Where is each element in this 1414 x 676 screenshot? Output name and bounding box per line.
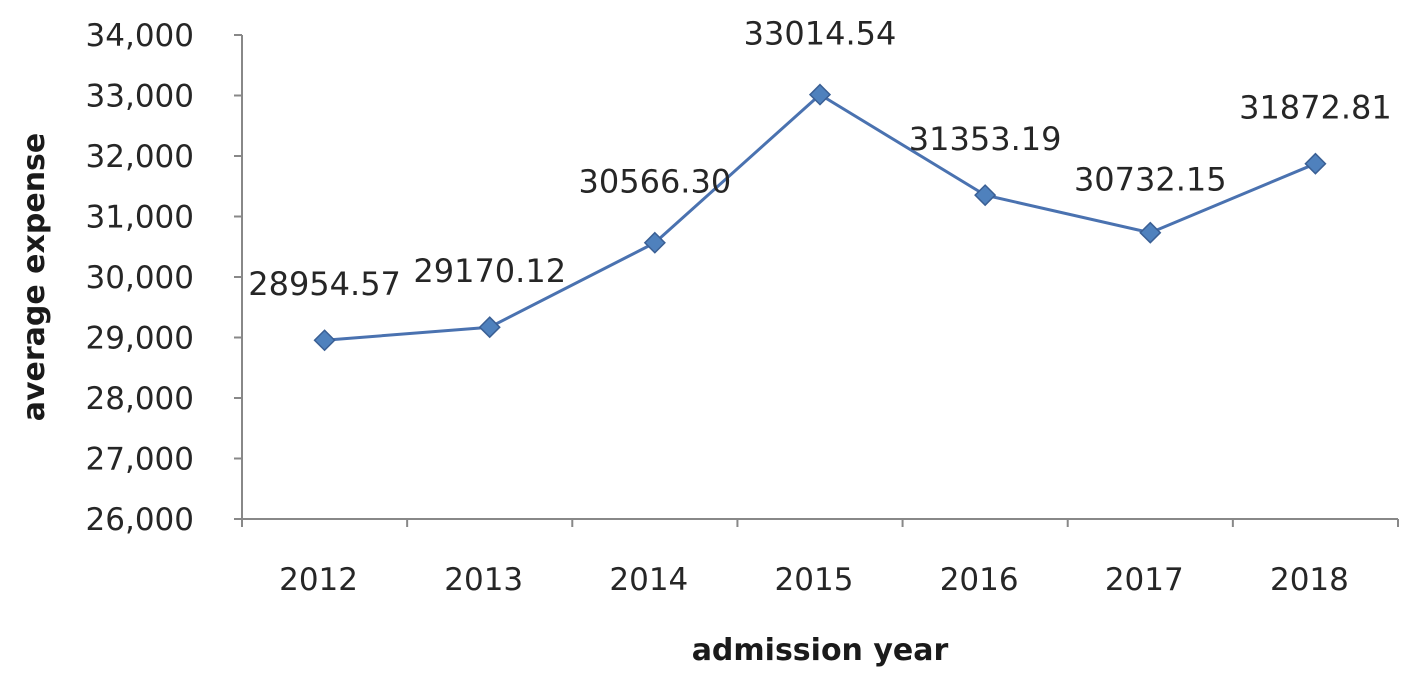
data-label: 28954.57 [248, 265, 401, 303]
x-tick-label: 2018 [1270, 562, 1349, 598]
data-point-marker [643, 231, 666, 254]
x-tick-label: 2013 [444, 562, 523, 598]
data-label: 29170.12 [413, 252, 566, 290]
series-line [324, 93, 1317, 342]
y-tick-label: 34,000 [86, 18, 194, 54]
y-tick-label: 29,000 [86, 321, 194, 357]
data-point-marker [478, 316, 501, 339]
x-tick-label: 2016 [940, 562, 1019, 598]
data-label: 30732.15 [1074, 161, 1227, 199]
x-tick-label: 2012 [279, 562, 358, 598]
data-point-marker [1304, 152, 1327, 175]
y-tick-label: 32,000 [86, 139, 194, 175]
y-tick-label: 26,000 [86, 502, 194, 538]
data-point-marker [974, 184, 997, 207]
data-point-marker [1139, 221, 1162, 244]
x-tick-label: 2015 [775, 562, 854, 598]
y-tick-label: 30,000 [86, 260, 194, 296]
data-label: 33014.54 [744, 15, 897, 53]
data-labels: 28954.57 29170.12 30566.30 33014.54 31353.19… [248, 15, 1392, 304]
y-tick-label: 28,000 [86, 381, 194, 417]
x-axis-title: admission year [692, 633, 949, 668]
x-tick-label: 2014 [609, 562, 688, 598]
y-tick-label: 27,000 [86, 442, 194, 478]
data-point-marker [313, 329, 336, 352]
y-tick-label: 31,000 [86, 200, 194, 236]
data-label: 31353.19 [909, 120, 1062, 158]
y-ticks: 26,000 27,000 28,000 29,000 30,000 31,000 32,0… [86, 18, 242, 538]
x-tick-label: 2017 [1105, 562, 1184, 598]
y-axis-title: average expense [17, 133, 52, 422]
data-label: 30566.30 [579, 163, 732, 201]
data-label: 31872.81 [1239, 89, 1392, 127]
data-point-marker [808, 83, 832, 106]
x-ticks: 2012 2013 2014 2015 2016 2017 2018 [241, 519, 1399, 598]
y-tick-label: 33,000 [86, 79, 194, 115]
series [313, 83, 1327, 352]
